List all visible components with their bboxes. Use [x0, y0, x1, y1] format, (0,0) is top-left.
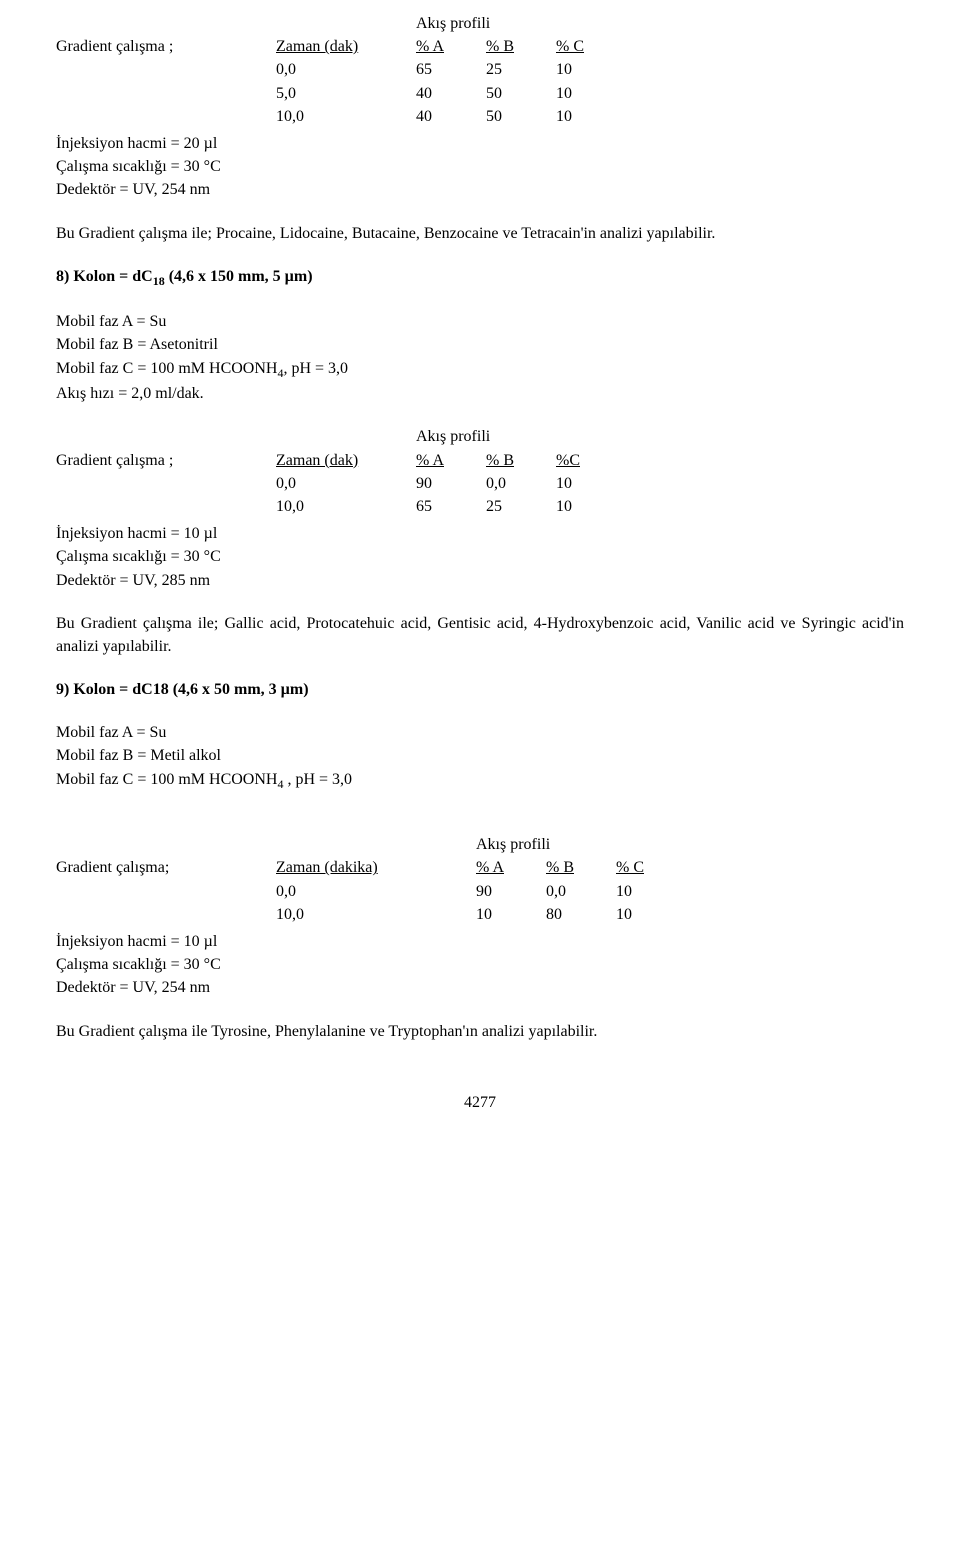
- col-b-header: % B: [486, 452, 514, 469]
- time-header: Zaman (dakika): [276, 859, 378, 876]
- col-b-header: % B: [486, 38, 514, 55]
- table-row: 0,0 65 25 10: [56, 58, 626, 81]
- col-a-header: % A: [416, 38, 444, 55]
- section-heading-8: 8) Kolon = dC18 (4,6 x 150 mm, 5 µm): [56, 265, 904, 291]
- table-row: 10,0 10 80 10: [56, 903, 686, 926]
- flow-profile-label: Akış profili: [476, 836, 550, 853]
- table-row: 10,0 40 50 10: [56, 105, 626, 128]
- gradient-label: Gradient çalışma ;: [56, 38, 173, 55]
- detector: Dedektör = UV, 254 nm: [56, 178, 904, 201]
- table-row: 10,0 65 25 10: [56, 495, 626, 518]
- gradient-table-3: Akış profili Gradient çalışma; Zaman (da…: [56, 833, 686, 926]
- gradient-label: Gradient çalışma ;: [56, 452, 173, 469]
- mobile-phase-b: Mobil faz B = Metil alkol: [56, 744, 904, 767]
- col-c-header: % C: [616, 859, 644, 876]
- analysis-paragraph: Bu Gradient çalışma ile; Procaine, Lidoc…: [56, 222, 904, 245]
- injection-volume: İnjeksiyon hacmi = 20 µl: [56, 132, 904, 155]
- detector: Dedektör = UV, 285 nm: [56, 569, 904, 592]
- flow-profile-label: Akış profili: [416, 428, 490, 445]
- col-b-header: % B: [546, 859, 574, 876]
- mobile-phase-b: Mobil faz B = Asetonitril: [56, 333, 904, 356]
- col-a-header: % A: [416, 452, 444, 469]
- detector: Dedektör = UV, 254 nm: [56, 976, 904, 999]
- analysis-paragraph: Bu Gradient çalışma ile Tyrosine, Phenyl…: [56, 1020, 904, 1043]
- time-header: Zaman (dak): [276, 38, 358, 55]
- gradient-table-1: Akış profili Gradient çalışma ; Zaman (d…: [56, 12, 626, 128]
- flow-profile-label: Akış profili: [416, 15, 490, 32]
- temperature: Çalışma sıcaklığı = 30 °C: [56, 953, 904, 976]
- temperature: Çalışma sıcaklığı = 30 °C: [56, 545, 904, 568]
- table-row: 5,0 40 50 10: [56, 82, 626, 105]
- section-heading-9: 9) Kolon = dC18 (4,6 x 50 mm, 3 µm): [56, 678, 904, 701]
- injection-volume: İnjeksiyon hacmi = 10 µl: [56, 522, 904, 545]
- flow-rate: Akış hızı = 2,0 ml/dak.: [56, 382, 904, 405]
- mobile-phase-c: Mobil faz C = 100 mM HCOONH4 , pH = 3,0: [56, 768, 904, 794]
- temperature: Çalışma sıcaklığı = 30 °C: [56, 155, 904, 178]
- mobile-phase-a: Mobil faz A = Su: [56, 721, 904, 744]
- table-row: 0,0 90 0,0 10: [56, 472, 626, 495]
- mobile-phase-c: Mobil faz C = 100 mM HCOONH4, pH = 3,0: [56, 357, 904, 383]
- col-c-header: %C: [556, 452, 580, 469]
- col-c-header: % C: [556, 38, 584, 55]
- table-row: 0,0 90 0,0 10: [56, 880, 686, 903]
- gradient-table-2: Akış profili Gradient çalışma ; Zaman (d…: [56, 425, 626, 518]
- injection-volume: İnjeksiyon hacmi = 10 µl: [56, 930, 904, 953]
- gradient-label: Gradient çalışma;: [56, 859, 169, 876]
- col-a-header: % A: [476, 859, 504, 876]
- mobile-phase-a: Mobil faz A = Su: [56, 310, 904, 333]
- time-header: Zaman (dak): [276, 452, 358, 469]
- analysis-paragraph: Bu Gradient çalışma ile; Gallic acid, Pr…: [56, 612, 904, 658]
- page-number: 4277: [56, 1091, 904, 1114]
